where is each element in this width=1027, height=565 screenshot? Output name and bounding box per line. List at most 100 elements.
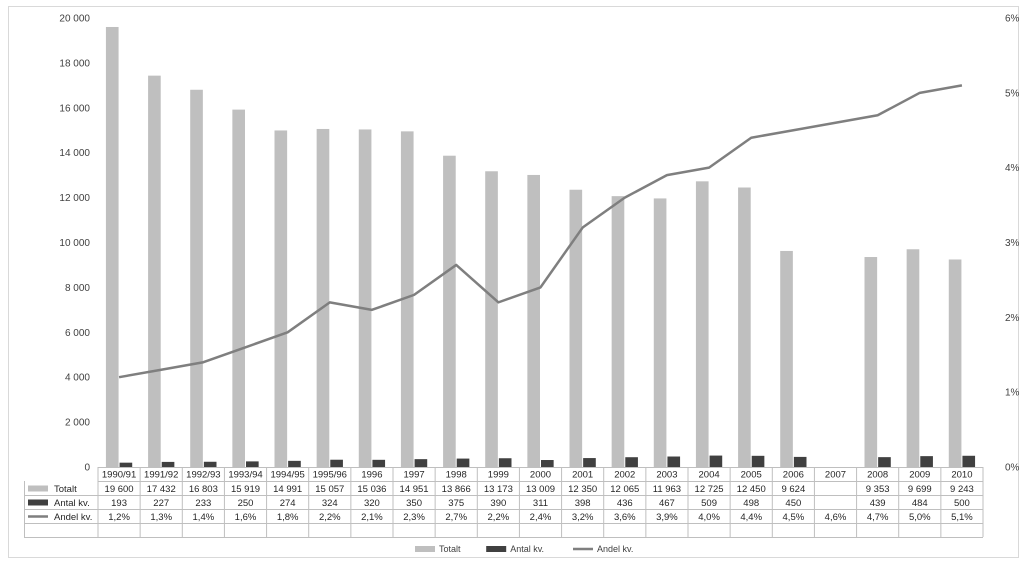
data-label: 15 057	[315, 484, 344, 495]
data-label: 2,3%	[403, 512, 425, 523]
data-label: 498	[743, 498, 759, 509]
y-left-tick-label: 16 000	[59, 103, 90, 114]
bar-antal-kv	[414, 459, 428, 467]
y-left-tick-label: 18 000	[59, 58, 90, 69]
bar-antal-kv	[541, 460, 554, 467]
y-left-tick-label: 20 000	[59, 14, 90, 25]
data-label: 1,6%	[235, 512, 257, 523]
data-label: 4,5%	[783, 512, 805, 523]
data-label: 193	[111, 498, 127, 509]
bar-antal-kv	[667, 456, 681, 467]
bar-antal-kv	[288, 460, 301, 467]
data-label: 2,2%	[488, 512, 510, 523]
data-label: 398	[575, 498, 591, 509]
bar-antal-kv	[583, 458, 596, 467]
x-tick-label: 2009	[909, 470, 930, 481]
bar-totalt	[527, 174, 540, 468]
y-left-tick-label: 14 000	[59, 148, 90, 159]
legend-label: Andel kv.	[597, 544, 633, 554]
row-key-totalt	[28, 485, 48, 492]
data-label: 9 699	[908, 484, 932, 495]
bar-totalt	[316, 128, 330, 468]
data-label: 17 432	[147, 484, 176, 495]
data-label: 450	[785, 498, 801, 509]
data-label: 390	[490, 498, 506, 509]
x-tick-label: 2006	[783, 470, 804, 481]
x-tick-label: 2004	[699, 470, 720, 481]
bar-totalt	[400, 131, 414, 468]
x-tick-label: 1998	[446, 470, 467, 481]
data-label: 3,6%	[614, 512, 636, 523]
data-label: 2,2%	[319, 512, 341, 523]
data-label: 12 450	[737, 484, 766, 495]
x-tick-label: 1999	[488, 470, 509, 481]
bar-antal-kv	[161, 461, 175, 467]
bar-totalt	[232, 109, 245, 468]
y-left-tick-label: 12 000	[59, 193, 90, 204]
bar-totalt	[780, 250, 793, 467]
x-tick-label: 1990/91	[102, 470, 136, 481]
x-tick-label: 1996	[361, 470, 382, 481]
y-left-tick-label: 2 000	[65, 418, 90, 429]
data-label: 2,7%	[445, 512, 467, 523]
data-label: 250	[238, 498, 254, 509]
data-label: 500	[954, 498, 970, 509]
data-label: 274	[280, 498, 296, 509]
data-label: 15 036	[357, 484, 386, 495]
data-label: 9 243	[950, 484, 974, 495]
y-right-tick-label: 2%	[1005, 313, 1020, 324]
x-tick-label: 1992/93	[186, 470, 220, 481]
bar-antal-kv	[203, 461, 217, 467]
data-label: 9 353	[866, 484, 890, 495]
bar-totalt	[105, 26, 119, 467]
y-right-tick-label: 1%	[1005, 388, 1020, 399]
bar-antal-kv	[372, 459, 386, 467]
x-tick-label: 2008	[867, 470, 888, 481]
bar-totalt	[906, 249, 920, 467]
bar-totalt	[695, 181, 709, 468]
data-label: 227	[153, 498, 169, 509]
data-label: 439	[870, 498, 886, 509]
y-right-tick-label: 6%	[1005, 14, 1020, 25]
bar-antal-kv	[119, 462, 133, 467]
bar-totalt	[611, 196, 625, 467]
bar-antal-kv	[962, 455, 976, 467]
x-tick-label: 2005	[741, 470, 762, 481]
data-label: 5,0%	[909, 512, 931, 523]
data-label: 19 600	[105, 484, 134, 495]
x-tick-label: 1995/96	[313, 470, 347, 481]
bar-antal-kv	[751, 455, 765, 467]
data-label: 9 624	[781, 484, 805, 495]
data-label: 350	[406, 498, 422, 509]
x-tick-label: 1994/95	[270, 470, 304, 481]
bar-totalt	[738, 187, 751, 467]
bar-totalt	[485, 171, 498, 467]
y-right-tick-label: 4%	[1005, 163, 1020, 174]
data-label: 1,8%	[277, 512, 299, 523]
data-label: 233	[195, 498, 211, 509]
x-tick-label: 1991/92	[144, 470, 178, 481]
y-left-tick-label: 6 000	[65, 328, 90, 339]
bar-antal-kv	[456, 458, 470, 467]
data-label: 12 350	[568, 484, 597, 495]
bar-antal-kv	[498, 458, 512, 467]
legend-label: Totalt	[439, 544, 461, 554]
chart-border	[8, 6, 1019, 558]
data-label: 13 173	[484, 484, 513, 495]
bar-totalt	[148, 75, 161, 467]
data-label: 436	[617, 498, 633, 509]
data-label: 5,1%	[951, 512, 973, 523]
data-label: 3,9%	[656, 512, 678, 523]
bar-totalt	[190, 89, 203, 468]
data-label: 13 866	[442, 484, 471, 495]
bar-totalt	[443, 155, 456, 467]
bar-antal-kv	[793, 456, 807, 467]
x-tick-label: 1993/94	[228, 470, 262, 481]
bar-totalt	[653, 198, 667, 467]
data-label: 484	[912, 498, 928, 509]
bar-totalt	[274, 130, 288, 467]
y-right-tick-label: 0%	[1005, 463, 1020, 474]
data-label: 324	[322, 498, 338, 509]
data-label: 467	[659, 498, 675, 509]
